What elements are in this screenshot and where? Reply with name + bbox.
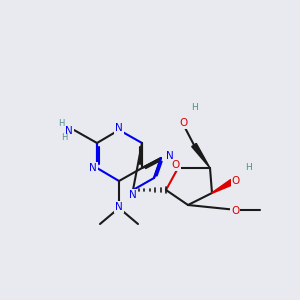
- Text: H: H: [192, 103, 198, 112]
- Text: H: H: [246, 164, 252, 172]
- Text: O: O: [179, 118, 187, 128]
- Text: N: N: [115, 123, 123, 133]
- Text: O: O: [172, 160, 180, 170]
- Text: N: N: [115, 202, 123, 212]
- Text: O: O: [232, 176, 240, 186]
- Polygon shape: [212, 179, 233, 193]
- Text: O: O: [231, 206, 239, 216]
- Text: H: H: [61, 134, 67, 142]
- Text: N: N: [89, 163, 97, 173]
- Text: N: N: [65, 126, 73, 136]
- Text: H: H: [58, 118, 64, 127]
- Polygon shape: [192, 143, 210, 168]
- Text: N: N: [129, 190, 137, 200]
- Text: N: N: [166, 151, 174, 161]
